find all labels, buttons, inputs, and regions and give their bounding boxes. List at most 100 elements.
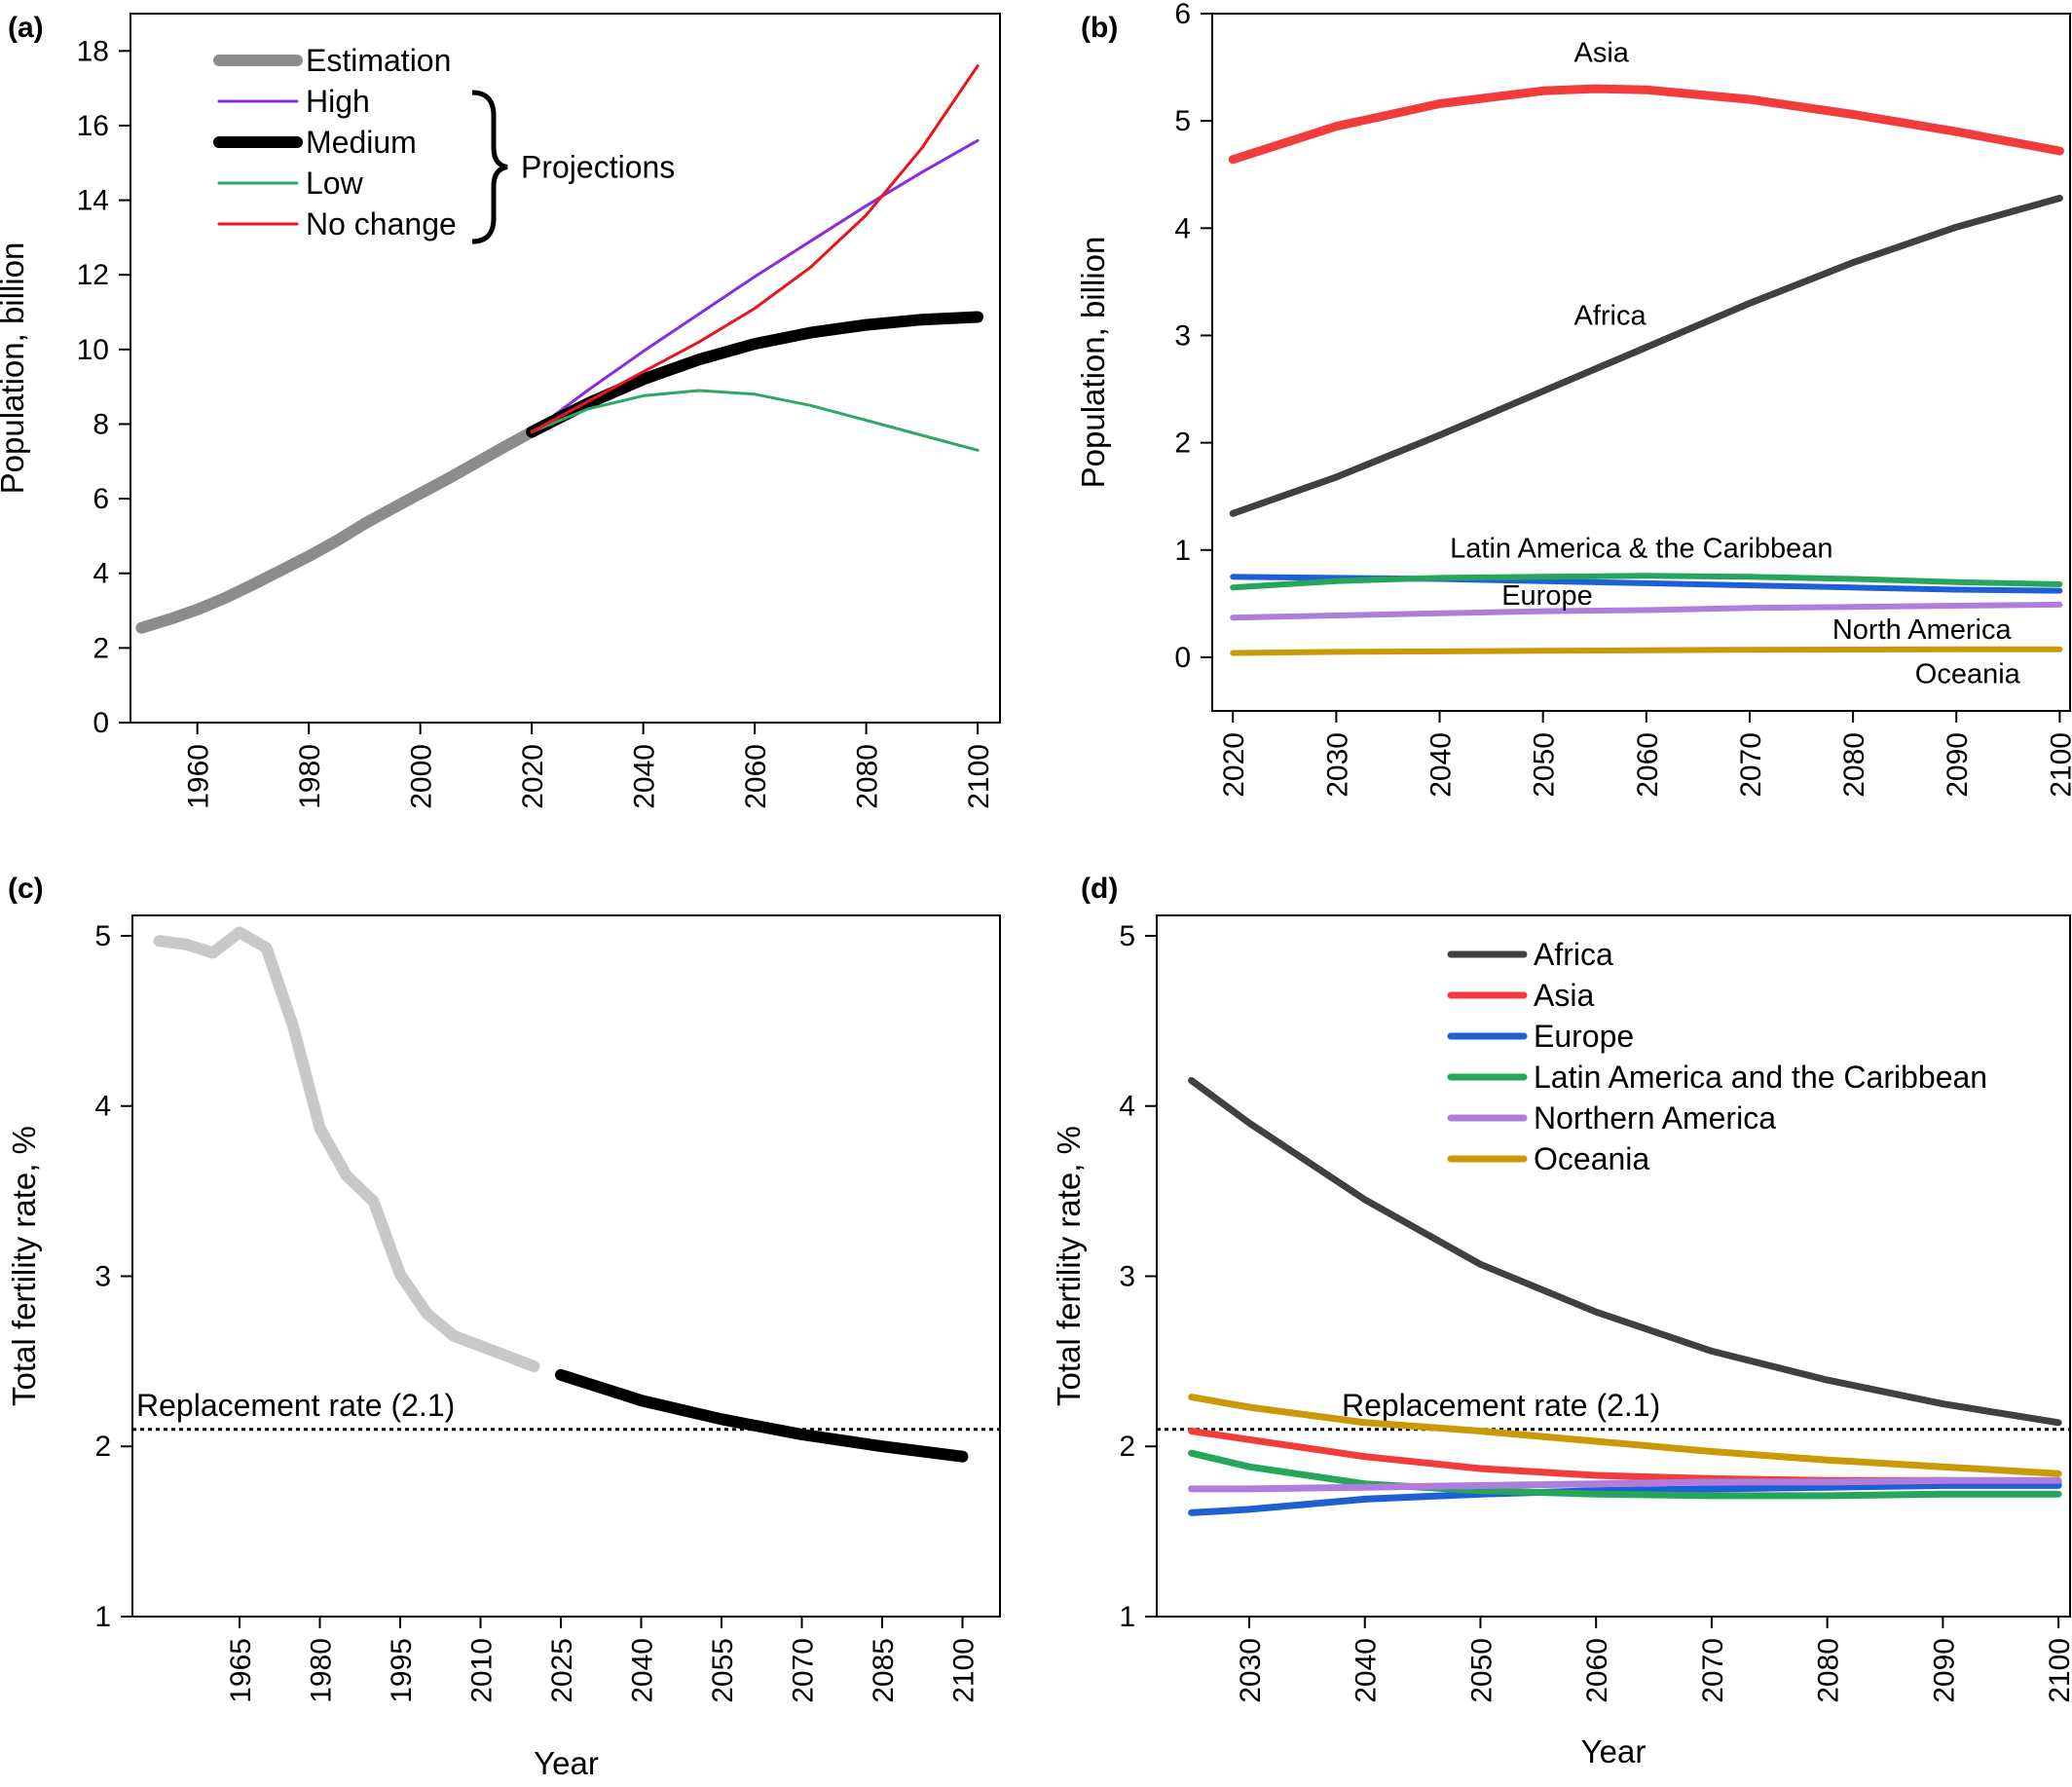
y-tick-label: 5: [1119, 920, 1135, 952]
panel-a: (a) 0 2 4 6 8 10 12 14 16 18 1960 1980 2000 2020 2040 20…: [0, 12, 1001, 809]
panel-label: (d): [1081, 873, 1118, 905]
series-line-latin-america-and-the-caribbean: [1188, 1449, 2062, 1500]
x-tick-label: 2080: [852, 744, 884, 809]
y-tick-label: 8: [92, 408, 109, 440]
panel-label: (c): [8, 873, 44, 905]
x-axis-title: Year: [1581, 1733, 1646, 1769]
x-tick-label: 2020: [1218, 732, 1250, 798]
panel-label: (a): [8, 12, 44, 44]
y-tick-label: 2: [92, 632, 109, 664]
y-tick-label: 0: [1174, 642, 1191, 674]
y-tick-label: 16: [77, 110, 109, 142]
y-tick-label: 1: [1119, 1601, 1135, 1633]
series-line-northern-america: [1188, 1476, 2062, 1493]
y-tick-label: 1: [94, 1601, 111, 1633]
projections-brace: [471, 90, 508, 244]
x-tick-label: 2020: [517, 744, 549, 809]
x-tick-label: 2080: [1813, 1638, 1845, 1703]
y-tick-label: 5: [1174, 105, 1191, 137]
x-tick-label: 2100: [963, 744, 995, 809]
series-line-estimation: [135, 426, 538, 634]
y-axis-title: Total fertility rate, %: [1051, 1126, 1087, 1406]
y-axis-title: Total fertility rate, %: [6, 1126, 42, 1406]
legend-label: Medium: [306, 125, 417, 160]
series-line-oceania: [1188, 1394, 2062, 1477]
x-tick-label: 2100: [2045, 732, 2072, 798]
plot-frame: [1156, 914, 2071, 1618]
x-tick-label: 2025: [546, 1638, 578, 1703]
y-tick-label: 5: [94, 920, 111, 952]
x-tick-label: 2040: [1350, 1638, 1383, 1703]
x-tick-label: 2070: [1697, 1638, 1729, 1703]
panel-c: (c) 1 2 3 4 5 1965 1980 1995 2010 2025 2040 2055 2070…: [6, 873, 1001, 1781]
legend-label: Estimation: [306, 43, 451, 78]
x-tick-label: 2070: [788, 1638, 820, 1703]
x-tick-label: 2040: [627, 1638, 659, 1703]
plot-frame: [130, 13, 1001, 724]
series-annotation: Asia: [1574, 38, 1630, 69]
series-line-oceania: [1230, 646, 2063, 656]
legend-label: High: [306, 84, 370, 119]
y-tick-label: 6: [1174, 0, 1191, 30]
legend-label: Low: [306, 166, 364, 201]
x-tick-label: 2060: [740, 744, 772, 809]
series-line-estimation: [153, 926, 540, 1373]
x-tick-label: 2050: [1465, 1638, 1498, 1703]
x-tick-label: 2060: [1581, 1638, 1613, 1703]
panel-d: (d) 1 2 3 4 5 2030 2040 2050 2060 2070 2080 2090 2100…: [1051, 873, 2072, 1769]
series-line-asia: [1228, 84, 2064, 165]
series-annotation: Africa: [1574, 300, 1647, 331]
y-tick-label: 4: [1174, 212, 1191, 244]
x-axis-title: Year: [534, 1745, 599, 1781]
x-tick-label: 2030: [1321, 732, 1353, 798]
x-tick-label: 1960: [183, 744, 215, 809]
legend-label: Latin America and the Caribbean: [1534, 1060, 1987, 1095]
y-tick-label: 2: [94, 1431, 111, 1463]
y-tick-label: 10: [77, 334, 109, 366]
plot-frame: [1211, 13, 2071, 712]
y-tick-label: 6: [92, 483, 109, 515]
y-tick-label: 0: [92, 707, 109, 739]
y-tick-label: 4: [1119, 1091, 1135, 1123]
x-tick-label: 2085: [868, 1638, 900, 1703]
y-tick-label: 2: [1174, 428, 1191, 460]
series-line-projection: [555, 1368, 969, 1463]
series-line-latin-america-the-caribbean: [1230, 573, 2063, 591]
y-tick-label: 3: [1119, 1260, 1135, 1292]
x-tick-label: 2060: [1632, 732, 1664, 798]
x-tick-label: 2030: [1235, 1638, 1267, 1703]
x-tick-label: 2050: [1529, 732, 1561, 798]
x-tick-label: 2000: [406, 744, 438, 809]
legend-label: Oceania: [1534, 1141, 1649, 1176]
y-axis-title: Population, billion: [0, 242, 30, 495]
x-tick-label: 2100: [2044, 1638, 2072, 1703]
replacement-rate-label: Replacement rate (2.1): [1342, 1388, 1660, 1423]
series-annotation: Europe: [1501, 580, 1593, 612]
legend-label: Asia: [1534, 978, 1594, 1013]
legend-label: Europe: [1534, 1019, 1634, 1054]
x-tick-label: 2090: [1942, 732, 1974, 798]
plot-frame: [131, 914, 1001, 1618]
x-tick-label: 1980: [306, 1638, 338, 1703]
y-tick-label: 12: [77, 259, 109, 291]
replacement-rate-label: Replacement rate (2.1): [136, 1388, 455, 1423]
legend-label: Africa: [1534, 937, 1613, 972]
y-tick-label: 4: [92, 558, 109, 590]
y-tick-label: 2: [1119, 1431, 1135, 1463]
series-annotation: North America: [1832, 614, 2013, 646]
series-annotation: Latin America & the Caribbean: [1450, 533, 1832, 564]
y-axis-title: Population, billion: [1075, 237, 1111, 489]
legend-label: Northern America: [1534, 1100, 1776, 1135]
y-tick-label: 14: [77, 185, 109, 217]
x-tick-label: 2090: [1928, 1638, 1960, 1703]
x-tick-label: 1980: [294, 744, 326, 809]
series-line-africa: [1229, 195, 2063, 517]
x-tick-label: 2100: [948, 1638, 980, 1703]
series-annotation: Oceania: [1915, 658, 2021, 689]
series-line-low: [530, 389, 980, 452]
y-tick-label: 3: [94, 1260, 111, 1292]
panel-label: (b): [1081, 12, 1118, 44]
y-tick-label: 3: [1174, 319, 1191, 352]
y-tick-label: 18: [77, 35, 109, 67]
